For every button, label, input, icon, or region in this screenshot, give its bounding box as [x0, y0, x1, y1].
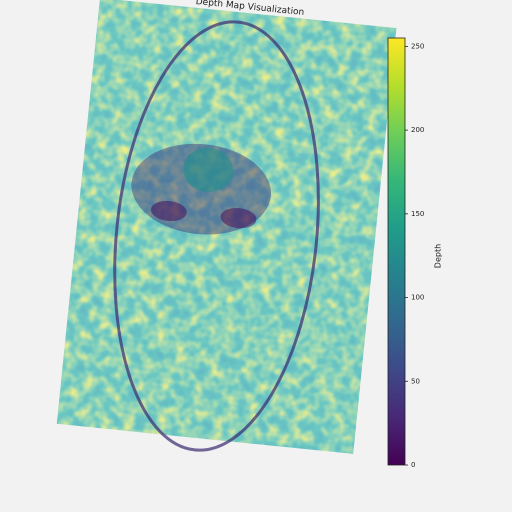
depth-image [56, 0, 397, 454]
colorbar-tick-label: 200 [411, 126, 424, 134]
colorbar-label: Depth [434, 244, 443, 268]
colorbar-tick-label: 0 [411, 461, 415, 469]
colorbar-tick-label: 150 [411, 210, 424, 218]
colorbar-tick-label: 100 [411, 294, 424, 302]
colorbar [387, 37, 406, 466]
colorbar-tick-label: 250 [411, 42, 424, 50]
colorbar-tick-label: 50 [411, 377, 420, 385]
